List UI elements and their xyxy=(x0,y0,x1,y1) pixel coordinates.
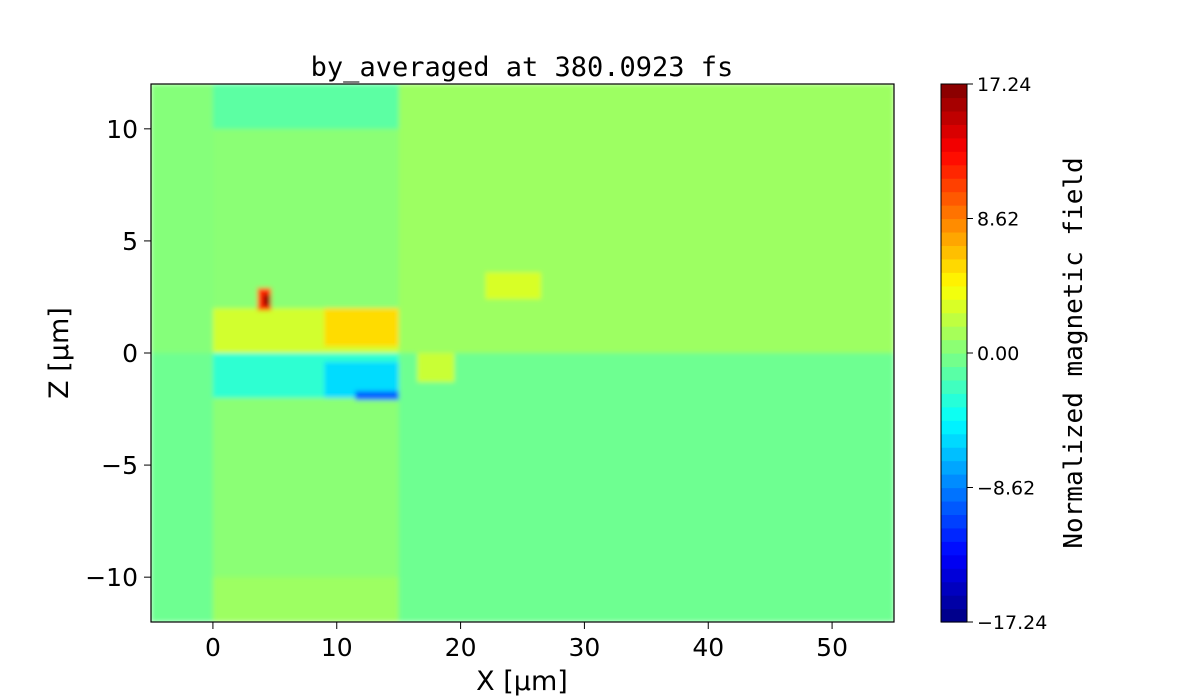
colorbar-level xyxy=(941,326,967,341)
colorbar-tick-label: 8.62 xyxy=(977,209,1019,231)
colorbar-level xyxy=(941,299,967,314)
colorbar-level xyxy=(941,285,967,300)
colorbar-level xyxy=(941,84,967,99)
colorbar-level xyxy=(941,366,967,381)
heatmap-region xyxy=(263,294,270,306)
colorbar-tick-label: 17.24 xyxy=(977,74,1031,96)
x-axis: 0 10 20 30 40 50 xyxy=(205,622,848,662)
colorbar-ticks: 17.24 8.62 0.00 −8.62 −17.24 xyxy=(967,74,1047,634)
colorbar-label: Normalized magnetic field xyxy=(1059,157,1089,548)
colorbar-tick-label: −8.62 xyxy=(977,478,1035,500)
heatmap-region xyxy=(398,84,894,353)
colorbar-level xyxy=(941,608,967,623)
colorbar-level xyxy=(941,379,967,394)
heatmap-field xyxy=(151,84,894,622)
heatmap-region xyxy=(355,391,399,401)
heatmap-region xyxy=(151,84,213,353)
colorbar-level xyxy=(941,272,967,287)
colorbar-level xyxy=(941,581,967,596)
heatmap-region xyxy=(417,353,455,383)
x-tick-label: 20 xyxy=(445,633,477,662)
colorbar-level xyxy=(941,191,967,206)
heatmap-region xyxy=(212,577,399,622)
chart-title: by_averaged at 380.0923 fs xyxy=(311,52,734,83)
y-tick-label: 5 xyxy=(122,227,138,256)
colorbar-level xyxy=(941,231,967,246)
heatmap-region xyxy=(212,128,399,309)
x-tick-label: 10 xyxy=(321,633,353,662)
colorbar-tick-label: −17.24 xyxy=(977,612,1047,634)
y-tick-label: 0 xyxy=(122,339,138,368)
colorbar-level xyxy=(941,514,967,529)
x-axis-label: X [μm] xyxy=(476,666,568,697)
colorbar-level xyxy=(941,205,967,220)
colorbar xyxy=(941,84,967,623)
colorbar-level xyxy=(941,487,967,502)
y-tick-label: −10 xyxy=(85,563,138,592)
colorbar-level xyxy=(941,339,967,354)
colorbar-level xyxy=(941,353,967,368)
colorbar-level xyxy=(941,393,967,408)
colorbar-level xyxy=(941,447,967,462)
colorbar-level xyxy=(941,554,967,569)
heatmap-region xyxy=(212,397,399,578)
y-tick-label: −5 xyxy=(101,451,138,480)
x-tick-label: 0 xyxy=(205,633,221,662)
colorbar-level xyxy=(941,433,967,448)
colorbar-level xyxy=(941,124,967,139)
heatmap-region xyxy=(485,272,542,300)
colorbar-level xyxy=(941,137,967,152)
x-tick-label: 50 xyxy=(816,633,848,662)
y-axis: −10 −5 0 5 10 xyxy=(85,115,151,592)
heatmap-region xyxy=(212,84,399,129)
colorbar-level xyxy=(941,178,967,193)
colorbar-level xyxy=(941,420,967,435)
colorbar-level xyxy=(941,97,967,112)
heatmap-region xyxy=(324,308,399,347)
colorbar-level xyxy=(941,164,967,179)
colorbar-level xyxy=(941,474,967,489)
x-tick-label: 40 xyxy=(692,633,724,662)
colorbar-level xyxy=(941,568,967,583)
colorbar-level xyxy=(941,527,967,542)
colorbar-level xyxy=(941,245,967,260)
colorbar-level xyxy=(941,218,967,233)
colorbar-level xyxy=(941,595,967,610)
colorbar-level xyxy=(941,312,967,327)
y-tick-label: 10 xyxy=(106,115,138,144)
colorbar-level xyxy=(941,406,967,421)
x-tick-label: 30 xyxy=(569,633,601,662)
colorbar-level xyxy=(941,151,967,166)
colorbar-level xyxy=(941,110,967,125)
colorbar-tick-label: 0.00 xyxy=(977,343,1019,365)
colorbar-level xyxy=(941,460,967,475)
colorbar-level xyxy=(941,541,967,556)
colorbar-level xyxy=(941,500,967,515)
colorbar-level xyxy=(941,258,967,273)
y-axis-label: Z [μm] xyxy=(44,307,75,399)
